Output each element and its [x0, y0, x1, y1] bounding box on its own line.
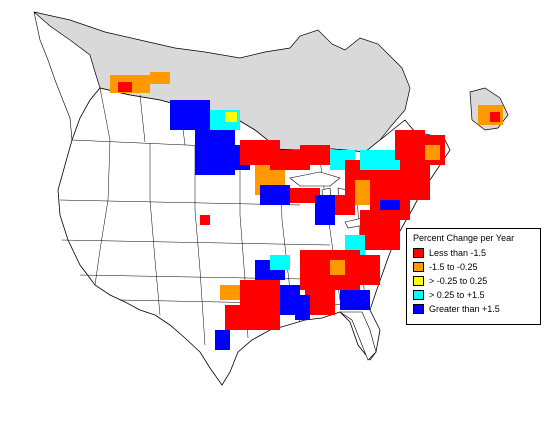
legend-item-neg-1-5-to-neg-0-25: -1.5 to -0.25 [413, 260, 534, 274]
legend-item-neg-0-25-to-0-25: > -0.25 to 0.25 [413, 274, 534, 288]
legend-swatch [413, 262, 424, 272]
legend-title: Percent Change per Year [413, 233, 515, 243]
legend-item-greater-than-1-5: Greater than +1.5 [413, 302, 534, 316]
legend-swatch [413, 304, 424, 314]
legend-item-label: Greater than +1.5 [429, 304, 500, 314]
legend-swatch [413, 290, 424, 300]
legend-item-0-25-to-1-5: > 0.25 to +1.5 [413, 288, 534, 302]
legend-item-label: > 0.25 to +1.5 [429, 290, 485, 300]
map-legend: Percent Change per Year Less than -1.5 -… [406, 228, 541, 325]
legend-item-less-than-neg-1-5: Less than -1.5 [413, 246, 534, 260]
florida-peninsula [339, 311, 377, 361]
trend-data-cells [110, 72, 503, 350]
legend-item-label: > -0.25 to 0.25 [429, 276, 488, 286]
pacific-coast-outline [33, 11, 73, 141]
legend-item-label: Less than -1.5 [429, 248, 487, 258]
legend-swatch [413, 248, 424, 258]
legend-item-label: -1.5 to -0.25 [429, 262, 478, 272]
legend-swatch [413, 276, 424, 286]
